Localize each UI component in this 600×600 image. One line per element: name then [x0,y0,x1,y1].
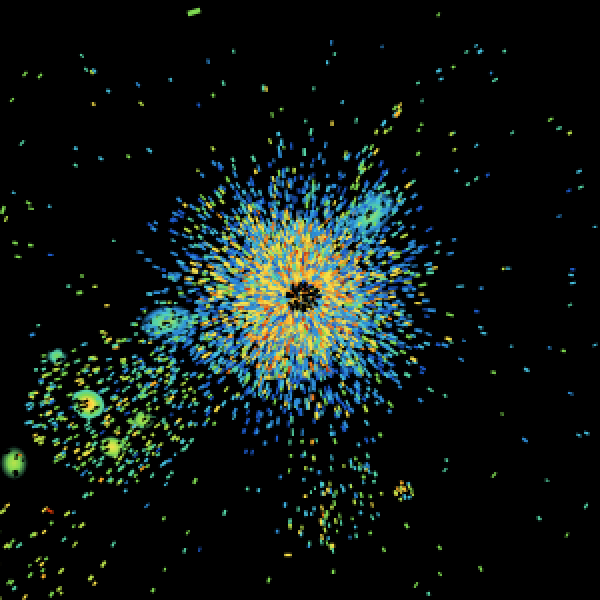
reflectivity-canvas [0,0,600,600]
radar-display [0,0,600,600]
